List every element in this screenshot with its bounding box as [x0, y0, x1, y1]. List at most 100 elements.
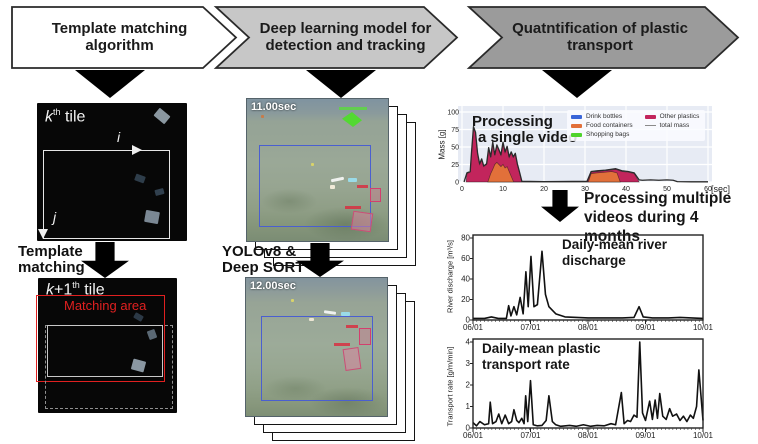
- x-tick-label: 0: [460, 186, 464, 193]
- y-tick-label: 25: [451, 162, 459, 169]
- transport-title: Daily-mean plastic transport rate: [482, 341, 601, 372]
- y-tick-label: 0: [455, 180, 459, 187]
- discharge-axis-label: River discharge [m³/s]: [445, 240, 455, 313]
- j-axis-label: j: [53, 209, 57, 225]
- matching-area-box: [36, 295, 165, 382]
- plastic-detection-box: [350, 210, 374, 233]
- x-tick-label: 40: [622, 186, 630, 193]
- x-tick-label: 60: [704, 186, 712, 193]
- plastic-detection-box: [342, 346, 362, 372]
- video-frame-11sec: 11.00sec: [246, 98, 389, 242]
- x-tick-label: 07/01: [520, 323, 541, 332]
- legend-item: Food containers: [571, 122, 633, 129]
- sec-unit-label: [sec]: [711, 184, 731, 194]
- debris-speck: [144, 209, 160, 225]
- legend-label: Food containers: [586, 122, 633, 129]
- kth-tile-image: kth tile i j: [37, 103, 187, 241]
- legend-item: Other plastics: [644, 113, 699, 120]
- y-tick-label: 80: [461, 234, 470, 243]
- debris-speck: [153, 107, 171, 125]
- detection-region-box: [259, 145, 371, 227]
- y-tick-label: 0: [466, 316, 471, 325]
- x-tick-label: 20: [540, 186, 548, 193]
- single-video-title: Processing a single video: [472, 113, 578, 146]
- legend-swatch: [571, 114, 582, 119]
- legend-item: Drink bottles: [571, 113, 633, 120]
- video-frame-12sec: 12.00sec: [245, 277, 388, 417]
- frame-timestamp: 11.00sec: [251, 101, 297, 113]
- step-label-yolo-deepsort: YOLOv8 & Deep SORT: [222, 243, 305, 276]
- banner-shape-quantification: [466, 6, 740, 69]
- line-total mass: [463, 126, 708, 183]
- y-tick-label: 100: [447, 110, 459, 117]
- discharge-title: Daily-mean river discharge: [562, 237, 668, 268]
- tile-search-window: [43, 150, 170, 239]
- template-solid-box: [47, 325, 163, 377]
- debris-speck: [309, 318, 314, 321]
- y-tick-label: 50: [451, 145, 459, 152]
- detection-label-mark: [346, 325, 358, 328]
- banner-shape-template-matching: [11, 6, 238, 69]
- y-tick-label: 60: [461, 254, 470, 263]
- x-tick-label: 30: [581, 186, 589, 193]
- detection-label-mark: [345, 206, 361, 209]
- matching-area-label: Matching area: [64, 298, 147, 313]
- y-tick-label: 20: [461, 295, 470, 304]
- plastic-detection-box: [370, 188, 381, 202]
- shopping-bag-detection: [342, 112, 362, 127]
- line-river discharge: [473, 250, 704, 320]
- banner-chevrons: [11, 6, 740, 69]
- legend-swatch: [644, 114, 656, 119]
- y-tick-label: 0: [466, 424, 471, 433]
- x-tick-label: 10: [499, 186, 507, 193]
- plastic-detection-box: [359, 328, 371, 345]
- legend-column: Drink bottles Food containers Shopping bag…: [571, 113, 633, 138]
- k1th-tile-label: k+1th tile: [46, 280, 105, 299]
- multiple-videos-label: Processing multiple videos during 4 mont…: [584, 190, 732, 245]
- legend-swatch: [571, 132, 582, 137]
- x-tick-label: 09/01: [635, 323, 656, 332]
- debris-speck: [348, 178, 357, 182]
- x-tick-label: 08/01: [578, 323, 599, 332]
- debris-speck: [291, 299, 294, 302]
- detection-label-mark: [339, 107, 367, 110]
- legend-label: Drink bottles: [586, 113, 623, 120]
- legend-item: Shopping bags: [571, 131, 633, 138]
- mass-axis-label: Mass [g]: [437, 129, 447, 160]
- banner-label-deep-learning: Deep learning model for detection and tr…: [259, 20, 432, 54]
- detection-region-box: [261, 316, 373, 401]
- x-tick-label: 07/01: [520, 431, 541, 440]
- banner-label-quantification: Quatntification of plastic transport: [512, 20, 688, 54]
- chart-legend: Drink bottles Food containers Shopping bag…: [567, 110, 706, 141]
- x-tick-label: 10/01: [693, 323, 714, 332]
- detection-label-mark: [357, 185, 368, 188]
- legend-swatch: [571, 123, 582, 128]
- x-tick-label: 08/01: [578, 431, 599, 440]
- i-axis-arrowhead-icon: [132, 145, 142, 155]
- y-tick-label: 75: [451, 127, 459, 134]
- legend-label: total mass: [659, 122, 690, 129]
- down-arrow-icon: [542, 70, 612, 98]
- x-tick-label: 10/01: [693, 431, 714, 440]
- j-axis-arrowhead-icon: [38, 229, 48, 239]
- y-tick-label: 4: [466, 338, 471, 347]
- y-tick-label: 40: [461, 275, 470, 284]
- legend-item: total mass: [644, 122, 700, 129]
- debris-speck: [341, 312, 350, 316]
- legend-swatch: [644, 124, 656, 127]
- x-tick-label: 50: [663, 186, 671, 193]
- x-tick-label: 06/01: [463, 431, 484, 440]
- k1th-tile-image: k+1th tile Matching area: [36, 278, 177, 413]
- transport-axis-label: Transport rate [g/m/min]: [445, 346, 455, 427]
- area-Food containers: [487, 161, 621, 183]
- y-tick-label: 1: [466, 402, 471, 411]
- banner-shape-deep-learning: [213, 6, 459, 69]
- banner-label-template-matching: Template matching algorithm: [51, 20, 188, 54]
- transport-rate-chart: 06/01 07/01 08/01 09/01 10/01 0 1 2 3 4: [463, 338, 714, 441]
- legend-label: Shopping bags: [586, 131, 630, 138]
- kth-tile-label: kth tile: [45, 107, 86, 126]
- legend-column: Other plastics total mass: [644, 113, 700, 138]
- line-plastic transport rate: [472, 341, 704, 428]
- i-axis-label: i: [117, 129, 121, 145]
